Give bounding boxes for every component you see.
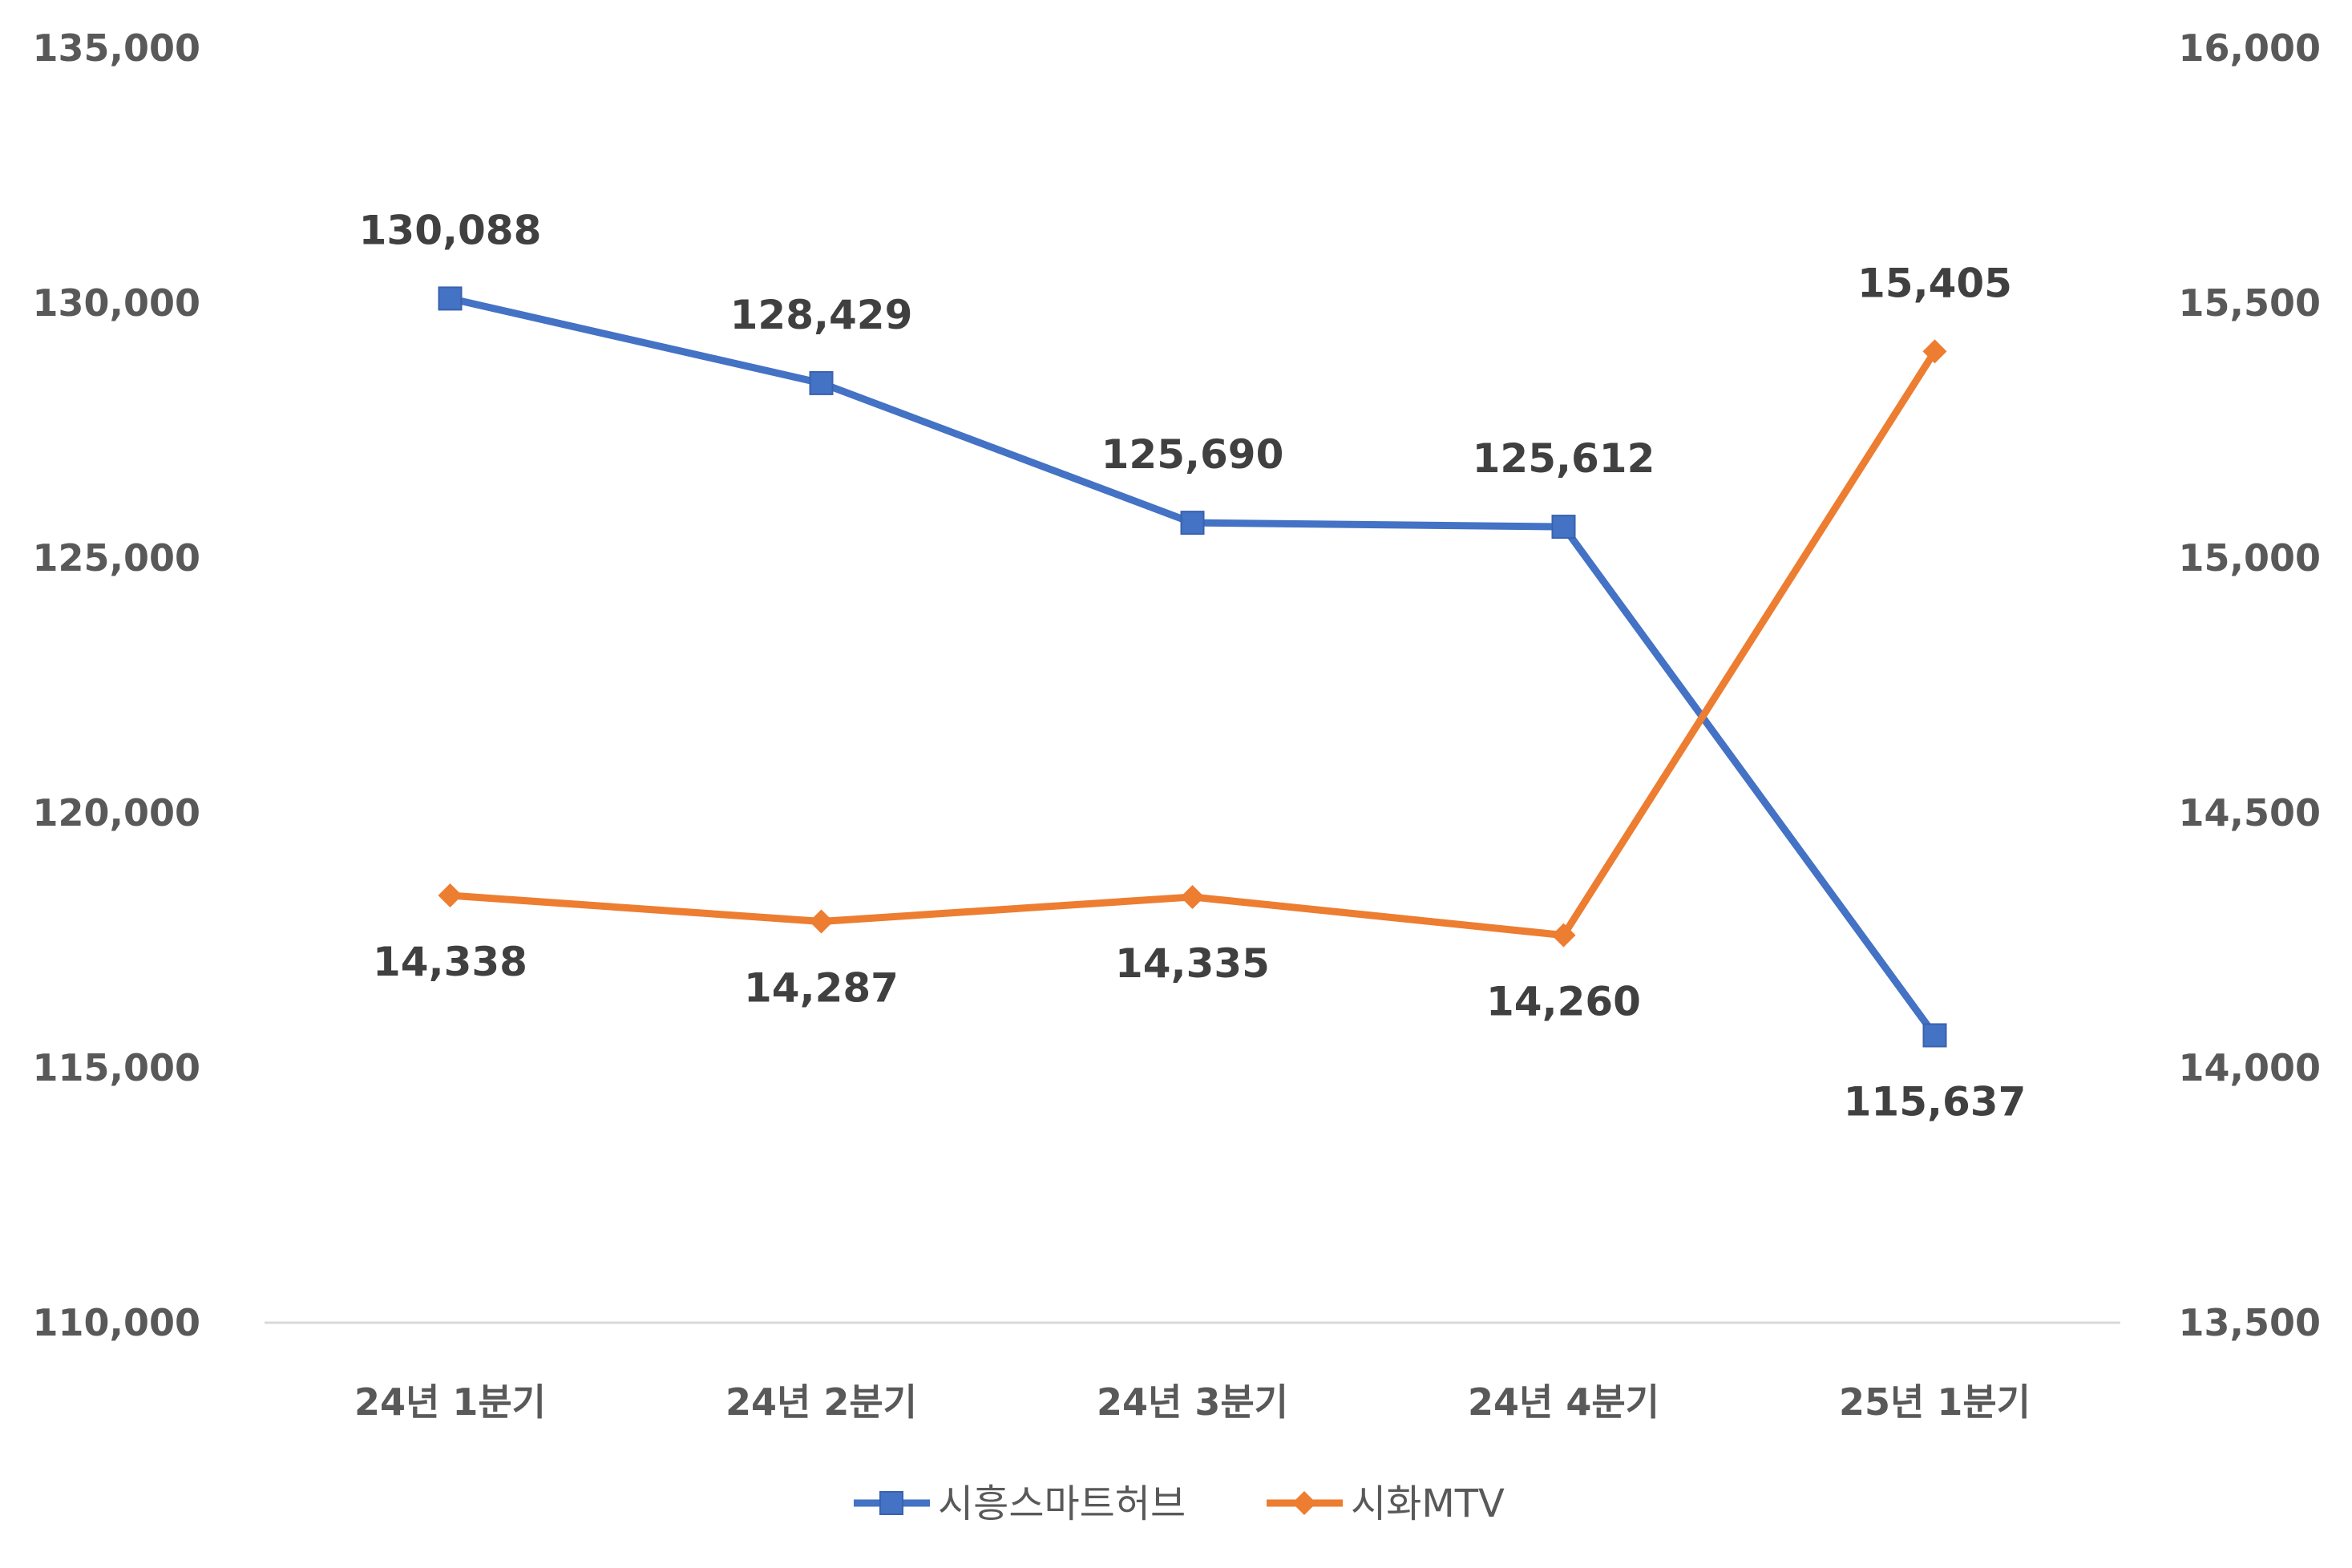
left-tick-label: 120,000 — [32, 791, 200, 835]
right-axis-ticks: 13,500 14,000 14,500 15,000 15,500 16,000 — [2178, 26, 2321, 1344]
right-tick-label: 13,500 — [2178, 1301, 2321, 1344]
data-point-2 — [809, 909, 834, 934]
data-label: 14,260 — [1486, 979, 1641, 1025]
x-axis-ticks: 24년 1분기 24년 2분기 24년 3분기 24년 4분기 25년 1분기 — [354, 1380, 2031, 1424]
data-label: 15,405 — [1857, 260, 2012, 306]
legend-label: 시흥스마트허브 — [938, 1481, 1186, 1526]
legend-item-1: 시흥스마트허브 — [854, 1481, 1186, 1526]
data-point-1 — [809, 370, 834, 395]
data-label: 125,612 — [1473, 435, 1655, 482]
x-tick-label: 24년 1분기 — [354, 1380, 546, 1424]
x-tick-label: 24년 3분기 — [1097, 1380, 1288, 1424]
data-label: 14,338 — [373, 939, 527, 985]
data-point-2 — [1180, 884, 1205, 909]
data-point-1 — [438, 286, 463, 311]
right-tick-label: 15,500 — [2178, 281, 2321, 325]
series-markers — [438, 286, 1947, 1048]
left-tick-label: 125,000 — [32, 536, 200, 580]
x-tick-label: 24년 2분기 — [725, 1380, 917, 1424]
legend: 시흥스마트허브 시화MTV — [854, 1481, 1505, 1526]
right-tick-label: 15,000 — [2178, 536, 2321, 580]
right-tick-label: 14,500 — [2178, 791, 2321, 835]
data-label: 128,429 — [730, 292, 913, 338]
legend-label: 시화MTV — [1351, 1481, 1505, 1526]
data-point-2 — [1922, 339, 1947, 364]
left-axis-ticks: 110,000 115,000 120,000 125,000 130,000 135,0… — [32, 26, 200, 1344]
data-point-1 — [1551, 515, 1576, 540]
data-label: 115,637 — [1844, 1078, 2027, 1125]
data-label: 130,088 — [359, 207, 542, 253]
right-tick-label: 14,000 — [2178, 1046, 2321, 1089]
data-label: 14,287 — [744, 964, 899, 1011]
data-point-1 — [1180, 511, 1205, 535]
left-tick-label: 130,000 — [32, 281, 200, 325]
data-labels: 130,088 128,429 125,690 125,612 115,637 14,33… — [359, 207, 2027, 1125]
right-tick-label: 16,000 — [2178, 26, 2321, 70]
left-tick-label: 135,000 — [32, 26, 200, 70]
x-tick-label: 24년 4분기 — [1468, 1380, 1659, 1424]
series-line-1 — [447, 294, 1938, 1039]
data-label: 125,690 — [1101, 431, 1284, 478]
data-point-2 — [1551, 923, 1576, 948]
legend-marker-swatch — [1292, 1491, 1316, 1515]
data-point-2 — [438, 883, 463, 908]
data-point-1 — [1922, 1023, 1947, 1048]
left-tick-label: 115,000 — [32, 1046, 200, 1089]
x-tick-label: 25년 1분기 — [1839, 1380, 2031, 1424]
left-tick-label: 110,000 — [32, 1301, 200, 1344]
data-label: 14,335 — [1115, 940, 1270, 987]
legend-item-2: 시화MTV — [1267, 1481, 1505, 1526]
legend-marker-swatch — [879, 1491, 903, 1515]
series-lines — [447, 294, 1938, 1039]
